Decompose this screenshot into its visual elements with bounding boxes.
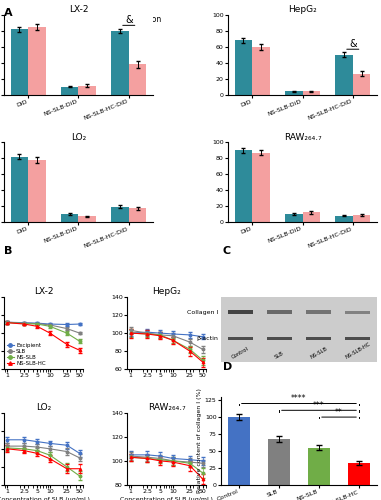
Bar bbox=[252, 152, 270, 222]
Text: A: A bbox=[4, 8, 13, 18]
Bar bbox=[348, 464, 370, 485]
Title: LO₂: LO₂ bbox=[36, 403, 51, 412]
Bar bbox=[252, 47, 270, 94]
Title: RAW₂₆₄.₇: RAW₂₆₄.₇ bbox=[283, 132, 322, 141]
Bar bbox=[285, 214, 303, 222]
Bar bbox=[306, 336, 331, 340]
Bar bbox=[353, 214, 370, 222]
Bar bbox=[345, 310, 370, 314]
Bar bbox=[303, 92, 320, 94]
Title: LX-2: LX-2 bbox=[34, 287, 53, 296]
X-axis label: Concentration of SLB (μg/mL): Concentration of SLB (μg/mL) bbox=[0, 497, 90, 500]
Bar bbox=[285, 92, 303, 94]
X-axis label: Concentration of SLB (μg/mL): Concentration of SLB (μg/mL) bbox=[120, 497, 213, 500]
Text: B: B bbox=[4, 246, 12, 256]
Bar bbox=[235, 40, 252, 94]
Title: HepG₂: HepG₂ bbox=[288, 5, 317, 14]
Title: LX-2: LX-2 bbox=[69, 5, 88, 14]
Bar bbox=[353, 74, 370, 94]
Bar bbox=[61, 214, 78, 222]
Title: HepG₂: HepG₂ bbox=[152, 287, 181, 296]
Text: ****: **** bbox=[291, 394, 307, 403]
Text: Collagen I: Collagen I bbox=[187, 310, 219, 314]
Legend: Control, HA Preincubation: Control, HA Preincubation bbox=[30, 16, 161, 24]
Title: LO₂: LO₂ bbox=[71, 132, 86, 141]
Title: RAW₂₆₄.₇: RAW₂₆₄.₇ bbox=[148, 403, 186, 412]
Bar bbox=[345, 336, 370, 340]
Legend: Excipient, SLB, NS-SLB, NS-SLB-HC: Excipient, SLB, NS-SLB, NS-SLB-HC bbox=[6, 342, 46, 366]
Text: SLB: SLB bbox=[274, 350, 285, 360]
Bar bbox=[303, 212, 320, 222]
Bar bbox=[11, 30, 28, 94]
Bar bbox=[227, 310, 253, 314]
Bar bbox=[129, 208, 146, 222]
Bar bbox=[235, 150, 252, 222]
Text: Control: Control bbox=[231, 346, 250, 360]
Text: NS-SLB-HC: NS-SLB-HC bbox=[344, 342, 371, 360]
Bar bbox=[227, 336, 253, 340]
Text: &: & bbox=[125, 15, 133, 25]
Bar bbox=[28, 160, 46, 222]
Bar bbox=[228, 417, 250, 485]
Y-axis label: Relative content of collagen I (%): Relative content of collagen I (%) bbox=[197, 388, 202, 494]
Bar bbox=[78, 86, 96, 94]
Text: ***: *** bbox=[313, 401, 325, 410]
Bar bbox=[61, 86, 78, 94]
Bar bbox=[267, 310, 292, 314]
Bar bbox=[268, 439, 290, 485]
Text: D: D bbox=[223, 362, 232, 372]
Text: NS-SLB: NS-SLB bbox=[309, 346, 328, 360]
Bar bbox=[267, 336, 292, 340]
Bar bbox=[308, 448, 330, 485]
Text: **: ** bbox=[335, 408, 343, 417]
Bar bbox=[111, 31, 129, 94]
Bar bbox=[306, 310, 331, 314]
Bar bbox=[28, 27, 46, 94]
Bar bbox=[335, 55, 353, 94]
Bar bbox=[129, 64, 146, 94]
Text: β-actin: β-actin bbox=[197, 336, 219, 341]
Text: C: C bbox=[223, 246, 231, 256]
Bar bbox=[335, 216, 353, 222]
Bar bbox=[111, 207, 129, 222]
Text: &: & bbox=[349, 39, 357, 49]
Bar bbox=[11, 156, 28, 222]
Bar bbox=[78, 216, 96, 222]
